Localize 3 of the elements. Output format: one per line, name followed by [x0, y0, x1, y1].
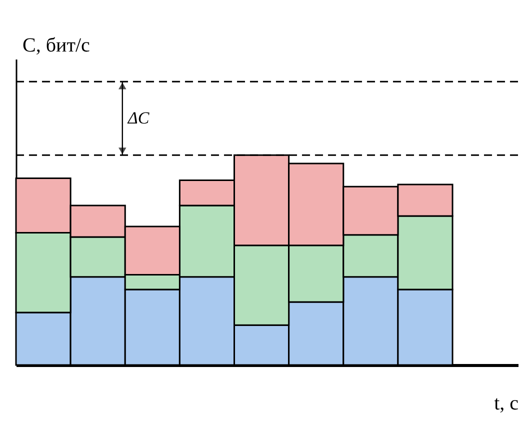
x-axis-title: t, с [494, 392, 519, 414]
y-axis-title: C, бит/с [22, 34, 90, 56]
text: ΔC [126, 108, 150, 128]
